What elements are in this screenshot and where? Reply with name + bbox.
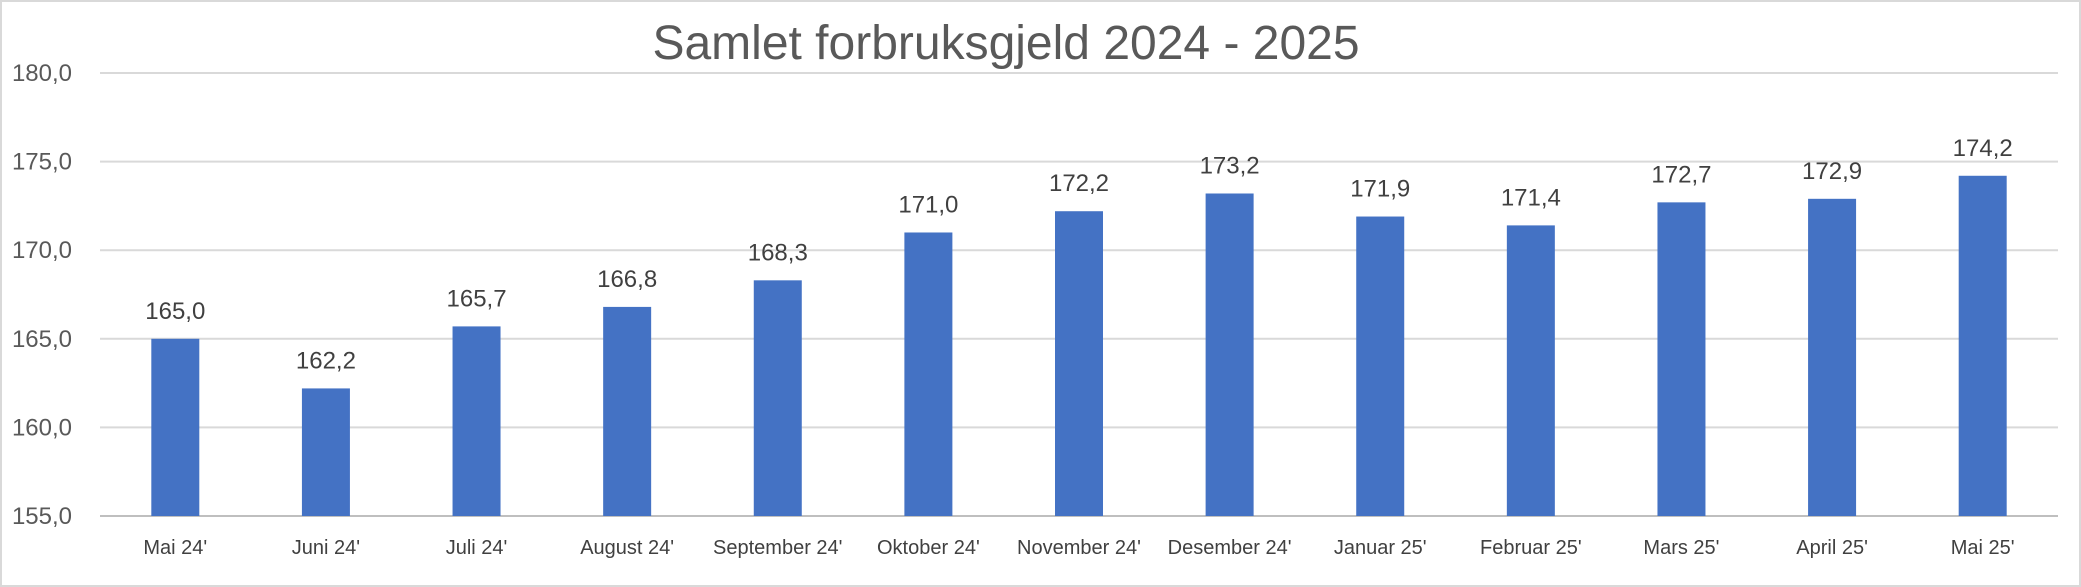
x-tick-label: Desember 24' xyxy=(1168,537,1292,559)
data-label: 171,9 xyxy=(1350,176,1410,203)
bars xyxy=(151,175,2007,517)
y-tick-label: 165,0 xyxy=(12,326,72,353)
bar xyxy=(1958,175,2007,516)
data-label: 174,2 xyxy=(1953,135,2013,162)
data-label: 168,3 xyxy=(748,239,808,266)
bar xyxy=(1506,225,1555,516)
y-tick-label: 180,0 xyxy=(12,60,72,87)
data-label: 171,4 xyxy=(1501,184,1561,211)
x-tick-label: August 24' xyxy=(580,537,674,559)
bar xyxy=(1356,216,1405,517)
y-axis-ticks: 155,0 160,0 165,0 170,0 175,0 180,0 xyxy=(12,60,72,530)
bar xyxy=(1808,198,1857,516)
x-tick-label: Mai 24' xyxy=(143,537,207,559)
x-tick-label: November 24' xyxy=(1017,537,1141,559)
y-tick-label: 175,0 xyxy=(12,149,72,176)
x-tick-label: April 25' xyxy=(1796,537,1868,559)
bar xyxy=(301,388,350,516)
x-tick-label: Oktober 24' xyxy=(877,537,980,559)
x-tick-label: Februar 25' xyxy=(1480,537,1582,559)
x-axis-ticks: Mai 24' Juni 24' Juli 24' August 24' Septemb… xyxy=(143,537,2014,559)
chart-title: Samlet forbruksgjeld 2024 - 2025 xyxy=(652,17,1359,70)
y-tick-label: 155,0 xyxy=(12,503,72,530)
data-label: 165,0 xyxy=(145,298,205,325)
data-label: 165,7 xyxy=(447,285,507,312)
bar xyxy=(904,232,953,517)
data-label: 166,8 xyxy=(597,266,657,293)
data-label: 172,9 xyxy=(1802,158,1862,185)
y-tick-label: 160,0 xyxy=(12,414,72,441)
x-tick-label: Mars 25' xyxy=(1643,537,1719,559)
y-tick-label: 170,0 xyxy=(12,237,72,264)
data-label: 173,2 xyxy=(1200,152,1260,179)
data-labels: 165,0 162,2 165,7 166,8 168,3 171,0 172,2 173,2… xyxy=(145,135,2012,375)
data-label: 172,2 xyxy=(1049,170,1109,197)
data-label: 171,0 xyxy=(898,191,958,218)
x-tick-label: Januar 25' xyxy=(1334,537,1427,559)
bar xyxy=(452,326,501,516)
bar xyxy=(1205,193,1254,516)
bar xyxy=(1657,202,1706,516)
bar xyxy=(151,338,200,516)
bar xyxy=(1055,211,1103,516)
x-tick-label: September 24' xyxy=(713,537,842,559)
data-label: 172,7 xyxy=(1651,161,1711,188)
x-tick-label: Juli 24' xyxy=(446,537,508,559)
x-tick-label: Mai 25' xyxy=(1951,537,2015,559)
bar xyxy=(753,280,802,516)
data-label: 162,2 xyxy=(296,347,356,374)
x-tick-label: Juni 24' xyxy=(292,537,360,559)
bar xyxy=(603,306,652,516)
